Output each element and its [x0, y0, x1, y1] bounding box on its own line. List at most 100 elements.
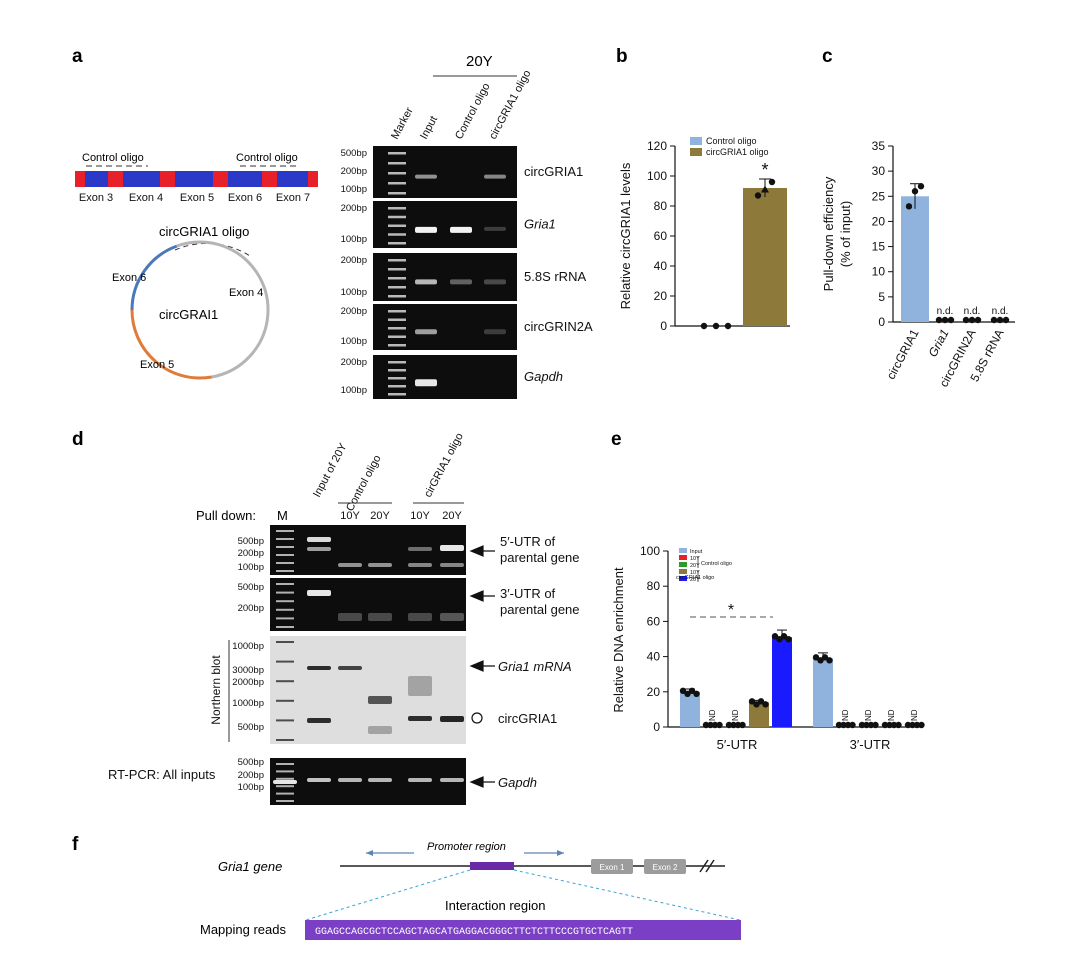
data-point: [817, 657, 824, 664]
bp-label: 100bp: [341, 385, 367, 396]
data-point: [962, 316, 970, 324]
sub-lane-label: 20Y: [442, 510, 462, 522]
circle-arc: [211, 244, 270, 379]
data-point: [702, 721, 710, 729]
chart-e: 0 20 40 60 80 100 Relative DNA enrichment ND ND 5…: [611, 544, 925, 752]
gel-image: [270, 758, 466, 805]
bar: [680, 691, 700, 727]
bar: [743, 188, 787, 326]
legend-swatch: [679, 562, 687, 567]
sequence-text: GGAGCCAGCGCTCCAGCTAGCATGAGGACGGGCTTCTCTT…: [315, 927, 633, 938]
data-point: [909, 721, 916, 729]
data-point: [895, 721, 902, 729]
nd-label: n.d.: [992, 306, 1009, 317]
y-axis-label: Relative circGRIA1 levels: [618, 162, 633, 309]
lane-header: Input of 20Y: [311, 441, 350, 500]
nd-label: ND: [731, 709, 740, 721]
circle-exon-label: Exon 5: [140, 359, 174, 371]
sequence-box: [305, 920, 741, 940]
marker-band: [276, 600, 294, 603]
nd-label: ND: [910, 709, 919, 721]
gel-band: [368, 613, 392, 621]
data-point: [684, 690, 691, 697]
panel-letter-c: c: [822, 46, 833, 67]
y-tick-label: 100: [647, 169, 667, 183]
gel-band: [368, 778, 392, 782]
interaction-label: Interaction region: [445, 898, 545, 913]
nd-label: ND: [708, 709, 717, 721]
gel-band: [307, 590, 331, 596]
promoter-arrow-head: [366, 850, 373, 856]
gel-row-label: Gapdh: [524, 369, 563, 384]
gel-blots: 500bp200bp100bp500bp200bp1000bp3000bp200…: [108, 525, 580, 805]
data-point: [844, 721, 852, 729]
gel-group-label: 20Y: [466, 53, 493, 70]
exon-1-box: [591, 859, 633, 874]
data-point: [693, 690, 700, 697]
chart-c: 0 5 10 15 20 25 30 35 Pull-down efficiency (% of …: [821, 139, 1015, 389]
bp-label: 200bp: [341, 357, 367, 368]
exon-label: Exon 5: [180, 192, 214, 204]
sub-lane-label: 20Y: [370, 510, 390, 522]
legend-swatch: [679, 576, 687, 581]
y-tick-label: 40: [654, 259, 668, 273]
bp-label: 500bp: [238, 722, 264, 733]
data-point: [748, 698, 756, 705]
marker-label: M: [277, 508, 288, 523]
data-point: [996, 316, 1004, 324]
marker-band: [276, 608, 294, 611]
gel-band: [450, 279, 472, 285]
gel-band: [307, 547, 331, 551]
control-oligo-label: Control oligo: [82, 152, 144, 164]
gel-band: [408, 613, 432, 621]
legend-swatch: [690, 148, 702, 156]
gel-band: [415, 279, 437, 285]
marker-band: [388, 152, 406, 155]
exon-label: Exon 4: [129, 192, 163, 204]
marker-band: [276, 719, 294, 722]
data-point: [707, 721, 714, 729]
marker-band: [388, 318, 406, 321]
y-tick-label: 0: [878, 315, 885, 329]
data-point: [762, 701, 769, 708]
gel-band: [450, 226, 472, 233]
marker-band: [276, 800, 294, 802]
chart-b: 0 20 40 60 80 100 120 Relative circGRIA1 levels…: [618, 136, 790, 333]
y-tick-label: 20: [647, 685, 661, 699]
data-point: [872, 721, 879, 729]
y-tick-label: 100: [640, 544, 660, 558]
gel-band: [368, 726, 392, 734]
marker-band: [276, 617, 294, 620]
marker-band: [388, 192, 406, 195]
gel-label: 3′-UTR of: [500, 586, 556, 601]
promoter-block: [470, 862, 514, 870]
circle-marker: [471, 712, 483, 724]
mapping-label: Mapping reads: [200, 922, 286, 937]
marker-band: [388, 361, 406, 364]
y-tick-label: 10: [872, 265, 886, 279]
data-point: [913, 721, 921, 729]
panel-e: e 0 20 40 60 80 100 Relative DNA enrichment ND N…: [611, 429, 925, 752]
gel-band: [440, 563, 464, 567]
gel-band: [415, 226, 437, 233]
bar: [772, 637, 792, 727]
lane-label: Marker: [389, 105, 416, 141]
y-tick-label: 80: [647, 579, 661, 593]
data-point: [739, 721, 746, 729]
nd-label: n.d.: [937, 306, 954, 317]
data-point: [858, 721, 866, 729]
gel-label: circGRIA1: [498, 711, 557, 726]
gel-band: [440, 613, 464, 621]
exon-labels: Exon 3 Exon 4 Exon 5 Exon 6 Exon 7: [79, 192, 310, 204]
gel-band: [273, 780, 297, 784]
bar: [813, 658, 833, 727]
bp-label: 200bp: [341, 166, 367, 177]
legend-group-label: circGRIA1 oligo: [676, 575, 714, 581]
gel-label: parental gene: [500, 550, 580, 565]
gel-band: [307, 537, 331, 542]
marker-band: [388, 215, 406, 219]
intron-block: [108, 171, 123, 187]
y-tick-label: 15: [872, 240, 886, 254]
